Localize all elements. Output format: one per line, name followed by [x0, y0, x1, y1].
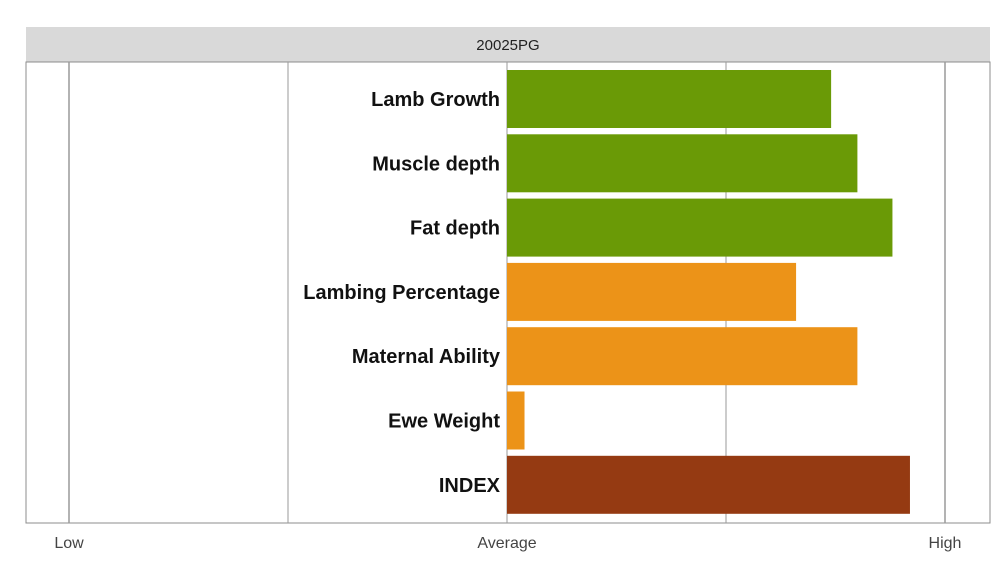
category-label: Maternal Ability	[352, 346, 501, 368]
category-labels: Lamb Growth Muscle depth Fat depth Lambing …	[303, 89, 501, 497]
x-axis-tick-labels: Low Average High	[54, 535, 961, 552]
category-label: Fat depth	[410, 218, 500, 240]
bar	[507, 198, 893, 257]
category-label: Ewe Weight	[388, 411, 500, 433]
bar	[507, 391, 525, 450]
bar	[507, 134, 858, 193]
x-tick-label: Low	[54, 535, 84, 552]
category-label: Lambing Percentage	[303, 282, 500, 304]
category-label: INDEX	[439, 475, 501, 497]
category-label: Lamb Growth	[371, 89, 500, 111]
chart-title: 20025PG	[476, 37, 539, 54]
bar	[507, 262, 797, 321]
title-strip: 20025PG	[26, 27, 990, 62]
title-strip-background	[26, 27, 990, 62]
bar	[507, 327, 858, 386]
bar	[507, 70, 832, 128]
x-tick-label: High	[929, 535, 962, 552]
plot-panel-border	[25, 61, 991, 524]
category-label: Muscle depth	[372, 153, 500, 175]
x-tick-label: Average	[477, 535, 536, 552]
bars	[507, 70, 910, 514]
bar	[507, 455, 910, 514]
